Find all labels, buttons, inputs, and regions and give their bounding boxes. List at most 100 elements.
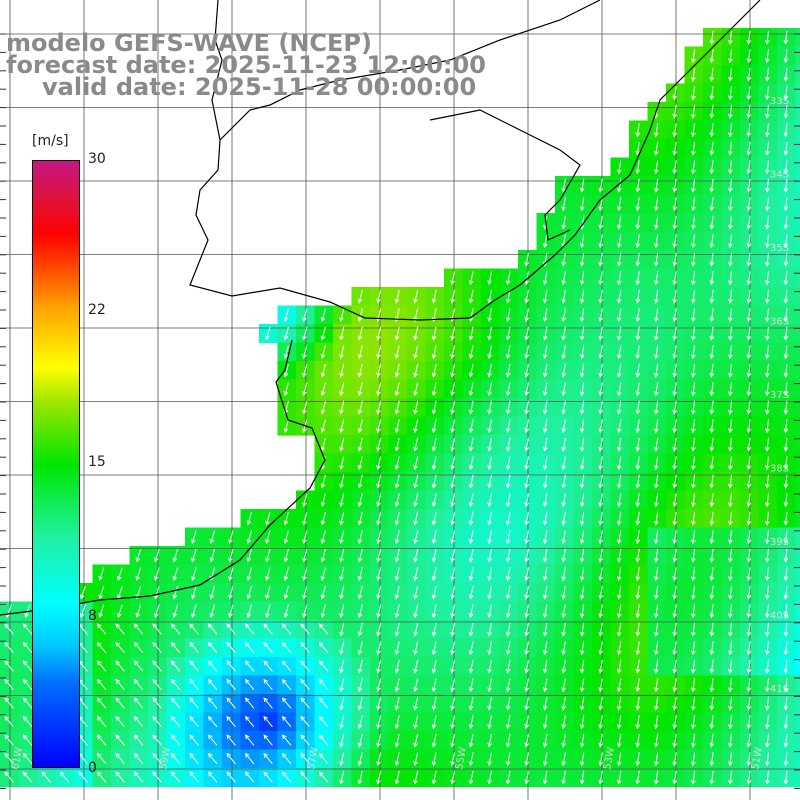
- wind-arrow: [635, 456, 641, 471]
- wind-arrow: [691, 715, 696, 730]
- wind-arrow: [413, 493, 419, 508]
- wind-arrow: [579, 363, 585, 378]
- wind-arrow: [357, 752, 363, 767]
- wind-arrow: [783, 493, 789, 508]
- wind-arrow: [728, 104, 733, 119]
- wind-arrow: [22, 697, 33, 709]
- wind-arrow: [357, 530, 363, 545]
- wind-arrow: [653, 474, 659, 489]
- lat-label: 33S: [770, 96, 789, 107]
- wind-arrow: [302, 567, 308, 581]
- wind-arrow: [709, 659, 715, 674]
- wind-arrow: [318, 715, 329, 728]
- wind-arrow: [339, 604, 345, 619]
- wind-arrow: [746, 678, 752, 693]
- wind-arrow: [542, 567, 548, 582]
- wind-arrow: [281, 697, 292, 709]
- wind-arrow: [635, 382, 641, 397]
- wind-arrow: [413, 289, 419, 304]
- wind-arrow: [691, 400, 696, 415]
- wind-arrow: [598, 382, 604, 397]
- wind-speed-cell: [795, 287, 800, 307]
- wind-arrow: [450, 437, 456, 452]
- wind-arrow: [431, 437, 437, 452]
- wind-arrow: [653, 548, 659, 563]
- wind-arrow: [300, 734, 310, 746]
- wind-arrow: [468, 715, 474, 730]
- wind-arrow: [616, 308, 622, 323]
- wind-arrow: [672, 733, 678, 748]
- wind-arrow: [207, 623, 218, 635]
- wind-arrow: [598, 696, 604, 711]
- wind-arrow: [598, 622, 604, 637]
- wind-arrow: [598, 234, 604, 249]
- wind-arrow: [783, 326, 789, 341]
- wind-arrow: [709, 289, 715, 304]
- wind-arrow: [487, 400, 492, 415]
- wind-arrow: [172, 567, 179, 581]
- valid-date: valid date: 2025-11-28 00:00:00: [42, 73, 477, 101]
- wind-arrow: [189, 715, 199, 728]
- coastline: [0, 0, 761, 616]
- wind-arrow: [635, 252, 641, 267]
- lat-label: 38S: [770, 464, 789, 475]
- wind-arrow: [394, 456, 400, 471]
- wind-arrow: [783, 271, 789, 286]
- wind-arrow: [524, 604, 529, 619]
- wind-arrow: [765, 530, 770, 545]
- wind-arrow: [96, 715, 107, 728]
- wind-arrow: [709, 215, 715, 230]
- wind-arrow: [561, 622, 566, 637]
- wind-arrow: [783, 659, 789, 674]
- wind-arrow: [765, 419, 770, 434]
- wind-arrow: [22, 641, 33, 654]
- wind-arrow: [542, 289, 548, 304]
- wind-arrow: [394, 770, 400, 785]
- wind-arrow: [189, 641, 199, 654]
- wind-arrow: [413, 511, 419, 526]
- wind-arrow: [191, 604, 197, 619]
- wind-arrow: [709, 400, 715, 415]
- wind-arrow: [320, 419, 326, 434]
- wind-arrow: [616, 345, 622, 360]
- wind-arrow: [320, 474, 326, 489]
- wind-arrow: [468, 271, 474, 286]
- wind-arrow: [22, 715, 33, 728]
- wind-arrow: [765, 289, 770, 304]
- wind-speed-cell: [795, 527, 800, 547]
- wind-arrow: [635, 474, 641, 489]
- lon-label: 53W: [602, 746, 617, 770]
- wind-arrow: [450, 678, 456, 693]
- wind-arrow: [635, 733, 641, 748]
- wind-speed-cell: [795, 157, 800, 177]
- wind-arrow: [302, 493, 308, 507]
- wind-arrow: [431, 548, 437, 563]
- wind-arrow: [746, 659, 752, 674]
- wind-arrow: [228, 585, 234, 600]
- wind-arrow: [561, 382, 566, 397]
- wind-arrow: [431, 659, 437, 674]
- wind-arrow: [691, 308, 696, 323]
- wind-arrow: [672, 696, 678, 711]
- wind-arrow: [487, 733, 492, 748]
- wind-arrow: [468, 530, 474, 545]
- wind-arrow: [561, 530, 566, 545]
- wind-arrow: [691, 696, 696, 711]
- wind-arrow: [709, 733, 715, 748]
- wind-arrow: [765, 308, 770, 323]
- wind-arrow: [283, 511, 289, 526]
- wind-arrow: [783, 49, 789, 64]
- wind-arrow: [357, 456, 363, 471]
- wind-arrow: [302, 548, 308, 563]
- wind-arrow: [524, 493, 529, 508]
- wind-arrow: [394, 437, 400, 452]
- wind-arrow: [376, 567, 382, 582]
- lon-label: 51W: [750, 746, 765, 770]
- wind-arrow: [265, 567, 271, 582]
- wind-arrow: [189, 771, 199, 783]
- wind-arrow: [524, 548, 529, 563]
- wind-arrow: [691, 548, 696, 563]
- wind-arrow: [357, 715, 363, 730]
- wind-arrow: [154, 567, 160, 581]
- wind-arrow: [728, 400, 733, 415]
